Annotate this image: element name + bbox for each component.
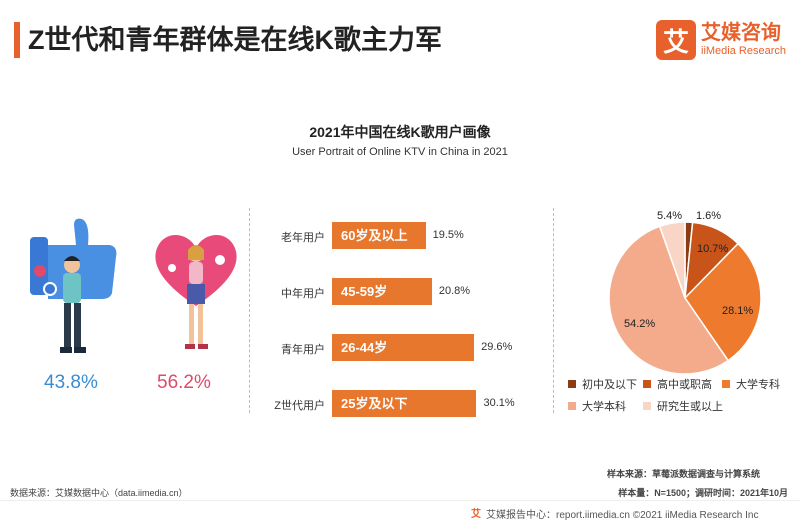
footer-strip <box>0 500 800 520</box>
legend-label: 研究生或以上 <box>657 401 723 413</box>
brand-logo-icon: 艾 <box>656 20 696 60</box>
divider-left <box>249 208 250 413</box>
age-bar-value: 30.1% <box>483 397 515 409</box>
chart-subtitle: User Portrait of Online KTV in China in … <box>292 146 508 158</box>
age-bar: 25岁及以下 <box>332 390 477 417</box>
pie-label-bachelor: 54.2% <box>624 318 656 330</box>
legend-label: 大学本科 <box>582 401 626 413</box>
age-bar: 45-59岁 <box>332 278 432 305</box>
legend-swatch <box>643 380 651 388</box>
age-bar-value: 19.5% <box>432 229 464 241</box>
legend-swatch <box>568 402 576 410</box>
age-bar: 60岁及以上 <box>332 222 426 249</box>
brand-name-cn: 艾媒咨询 <box>701 22 781 44</box>
legend-item: 大学本科 <box>568 398 626 414</box>
pie-label-high-school: 10.7% <box>697 243 729 255</box>
age-bar-value: 29.6% <box>481 341 513 353</box>
age-category-label: 老年用户 <box>281 232 325 244</box>
brand-name-en: iiMedia Research <box>701 45 786 57</box>
pie-label-postgraduate: 5.4% <box>657 210 683 222</box>
legend-label: 大学专科 <box>736 379 780 391</box>
age-category-label: 中年用户 <box>281 288 325 300</box>
legend-label: 初中及以下 <box>582 379 637 391</box>
education-pie-chart <box>608 221 762 375</box>
chart-title: 2021年中国在线K歌用户画像 <box>309 124 491 140</box>
legend-swatch <box>643 402 651 410</box>
sample-source: 样本来源：草莓派数据调查与计算系统 <box>606 469 760 479</box>
pie-label-college: 28.1% <box>722 305 754 317</box>
pie-slice-2 <box>684 242 762 362</box>
footer-report-link[interactable]: 艾媒报告中心：report.iimedia.cn ©2021 iiMedia R… <box>486 510 759 521</box>
female-percentage: 56.2% <box>157 372 211 393</box>
sample-size: 样本量：N=1500；调研时间：2021年10月 <box>618 488 788 498</box>
data-source: 数据来源：艾媒数据中心（data.iimedia.cn） <box>10 488 188 498</box>
male-percentage: 43.8% <box>44 372 98 393</box>
legend-item: 研究生或以上 <box>643 398 723 414</box>
divider-right <box>553 208 554 413</box>
pie-slice-4 <box>658 221 686 299</box>
legend-swatch <box>568 380 576 388</box>
legend-swatch <box>722 380 730 388</box>
age-bar: 26-44岁 <box>332 334 475 361</box>
pie-slice-3 <box>608 225 730 375</box>
legend-item: 高中或职高 <box>643 376 712 392</box>
pie-label-junior-high: 1.6% <box>696 210 722 222</box>
page-title: Z世代和青年群体是在线K歌主力军 <box>28 25 442 55</box>
brand-logo: 艾 艾媒咨询 iiMedia Research <box>656 20 786 60</box>
age-category-label: 青年用户 <box>281 344 325 356</box>
title-accent-bar <box>14 22 20 58</box>
legend-label: 高中或职高 <box>657 379 712 391</box>
female-heart-illustration <box>155 234 237 349</box>
male-thumbs-up-illustration <box>30 218 117 353</box>
legend-item: 初中及以下 <box>568 376 637 392</box>
age-category-label: Z世代用户 <box>274 400 325 412</box>
legend-item: 大学专科 <box>722 376 780 392</box>
age-bar-value: 20.8% <box>438 285 471 297</box>
footer-logo-icon: 艾 <box>471 509 481 520</box>
